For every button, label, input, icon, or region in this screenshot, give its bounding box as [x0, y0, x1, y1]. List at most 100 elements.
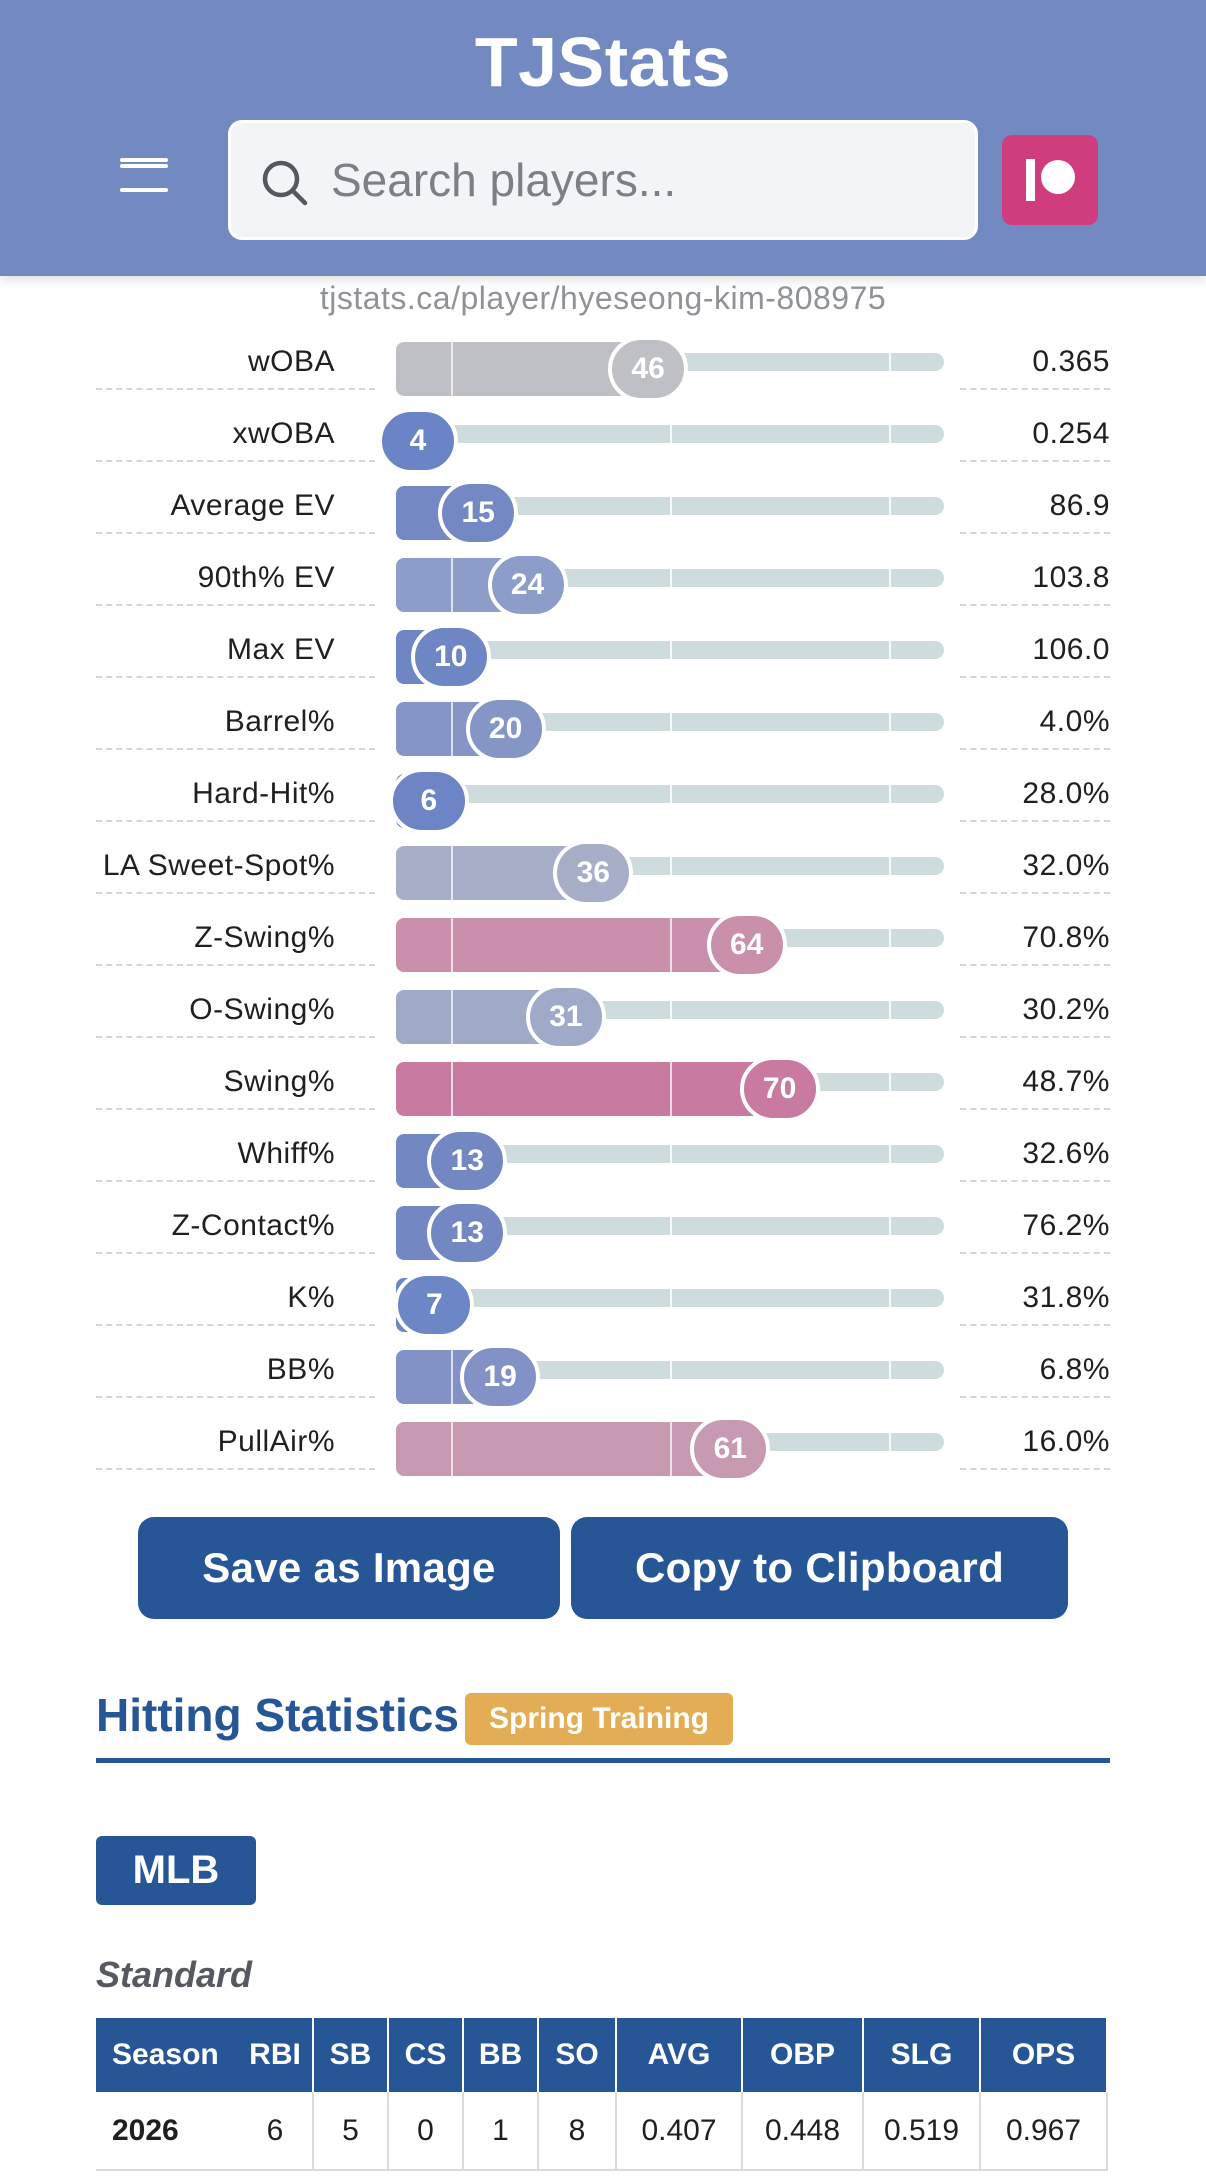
patreon-icon [1026, 159, 1075, 201]
percentile-row: Z-Swing% 64 70.8% [0, 902, 1206, 978]
track-tick [670, 713, 672, 731]
table-header-row: Season RBI SB CS BB SO AVG OBP SLG OPS [96, 2018, 1108, 2092]
percentile-row: LA Sweet-Spot% 36 32.0% [0, 830, 1206, 906]
percentile-bubble: 4 [377, 408, 458, 474]
column-header[interactable]: OBP [742, 2018, 864, 2092]
stat-value: 32.0% [960, 838, 1110, 894]
stat-value: 0.254 [960, 406, 1110, 462]
stat-value: 76.2% [960, 1198, 1110, 1254]
patreon-button[interactable] [1002, 135, 1098, 225]
search-box[interactable] [228, 120, 978, 240]
stat-label: Hard-Hit% [96, 766, 375, 822]
spring-training-badge: Spring Training [465, 1693, 734, 1745]
track-tick [670, 569, 672, 587]
fill-tick [670, 1422, 672, 1476]
track-tick [889, 425, 892, 443]
percentile-bubble: 46 [608, 336, 689, 402]
percentile-row: Hard-Hit% 6 28.0% [0, 758, 1206, 834]
column-header[interactable]: SLG [863, 2018, 981, 2092]
fill-tick [450, 1350, 453, 1404]
stat-label: BB% [96, 1342, 375, 1398]
column-header[interactable]: RBI [238, 2018, 314, 2092]
percentile-row: PullAir% 61 16.0% [0, 1406, 1206, 1482]
percentile-bubble: 10 [410, 624, 491, 690]
fill-tick [450, 342, 453, 396]
stat-label: Z-Contact% [96, 1198, 375, 1254]
column-header[interactable]: OPS [980, 2018, 1108, 2092]
stat-label: Z-Swing% [96, 910, 375, 966]
stat-label: Swing% [96, 1054, 375, 1110]
stat-label: Average EV [96, 478, 375, 534]
percentile-bubble: 36 [553, 840, 634, 906]
fill-tick [450, 1062, 453, 1116]
track-tick [670, 425, 672, 443]
stat-label: K% [96, 1270, 375, 1326]
table-row: 2026 6 5 0 1 8 0.407 0.448 0.519 0.967 [96, 2092, 1108, 2171]
track-tick [889, 569, 892, 587]
search-input[interactable] [331, 137, 951, 223]
track-tick [889, 353, 892, 371]
stat-label: Barrel% [96, 694, 375, 750]
table-cell: 2026 [96, 2092, 238, 2171]
track-tick [889, 857, 892, 875]
stat-value: 4.0% [960, 694, 1110, 750]
mlb-button[interactable]: MLB [96, 1836, 256, 1905]
column-header[interactable]: SB [313, 2018, 389, 2092]
column-header[interactable]: BB [463, 2018, 539, 2092]
track-tick [670, 857, 672, 875]
hamburger-menu-icon[interactable] [112, 158, 176, 198]
standard-subheading: Standard [96, 1954, 253, 1995]
stat-value: 106.0 [960, 622, 1110, 678]
track-tick [889, 1001, 892, 1019]
app-header: TJStats [0, 0, 1206, 276]
stat-label: LA Sweet-Spot% [96, 838, 375, 894]
stat-value: 6.8% [960, 1342, 1110, 1398]
percentile-row: Swing% 70 48.7% [0, 1046, 1206, 1122]
stat-label: O-Swing% [96, 982, 375, 1038]
percentile-fill [396, 918, 747, 972]
percentile-row: Barrel% 20 4.0% [0, 686, 1206, 762]
save-as-image-button[interactable]: Save as Image [138, 1517, 560, 1619]
site-title[interactable]: TJStats [474, 23, 732, 101]
fill-tick [450, 918, 453, 972]
percentile-fill [396, 1062, 780, 1116]
percentile-bubble: 20 [465, 696, 546, 762]
track-tick [670, 1217, 672, 1235]
table-cell: 8 [538, 2092, 617, 2171]
track-tick [889, 929, 892, 947]
track-tick [889, 785, 892, 803]
percentile-row: Average EV 15 86.9 [0, 470, 1206, 546]
stat-value: 28.0% [960, 766, 1110, 822]
stat-label: PullAir% [96, 1414, 375, 1470]
percentile-row: BB% 19 6.8% [0, 1334, 1206, 1410]
column-header[interactable]: CS [388, 2018, 464, 2092]
track-tick [670, 1289, 672, 1307]
column-header[interactable]: SO [538, 2018, 617, 2092]
fill-tick [450, 702, 453, 756]
track-tick [670, 641, 672, 659]
track-tick [889, 1217, 892, 1235]
percentile-bubble: 19 [460, 1344, 541, 1410]
fill-tick [450, 558, 453, 612]
section-divider [96, 1758, 1110, 1763]
percentile-fill [396, 1422, 731, 1476]
table-cell: 0.967 [980, 2092, 1108, 2171]
percentile-bubble: 61 [690, 1416, 771, 1482]
copy-to-clipboard-button[interactable]: Copy to Clipboard [571, 1517, 1068, 1619]
percentile-bubble: 24 [487, 552, 568, 618]
stat-value: 30.2% [960, 982, 1110, 1038]
fill-tick [450, 1422, 453, 1476]
percentile-bubble: 6 [388, 768, 469, 834]
search-icon [262, 160, 308, 206]
column-header[interactable]: AVG [616, 2018, 743, 2092]
column-header[interactable]: Season [96, 2018, 238, 2092]
percentile-row: O-Swing% 31 30.2% [0, 974, 1206, 1050]
table-cell: 0 [388, 2092, 464, 2171]
table-cell: 6 [238, 2092, 314, 2171]
percentile-bubble: 64 [706, 912, 787, 978]
fill-tick [450, 846, 453, 900]
track-tick [670, 1001, 672, 1019]
percentile-fill [396, 342, 649, 396]
stat-label: xwOBA [96, 406, 375, 462]
stat-value: 48.7% [960, 1054, 1110, 1110]
